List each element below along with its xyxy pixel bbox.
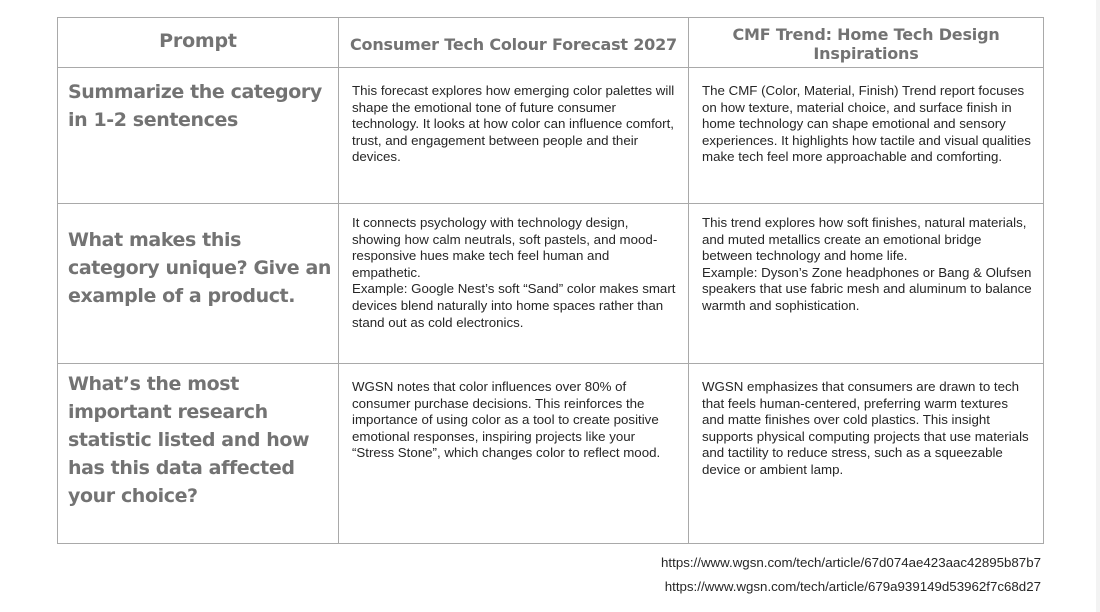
- cell-forecast-statistic: WGSN notes that color influences over 80…: [338, 363, 689, 544]
- table-row: What makes this category unique? Give an…: [57, 203, 1044, 364]
- header-prompt: Prompt: [57, 17, 339, 68]
- cell-text: It connects psychology with technology d…: [352, 215, 658, 280]
- source-links: https://www.wgsn.com/tech/article/67d074…: [661, 551, 1041, 599]
- cell-cmf-summary: The CMF (Color, Material, Finish) Trend …: [688, 67, 1044, 204]
- source-link-cmf[interactable]: https://www.wgsn.com/tech/article/679a93…: [664, 579, 1041, 594]
- prompt-unique: What makes this category unique? Give an…: [57, 203, 339, 364]
- comparison-table: Prompt Consumer Tech Colour Forecast 202…: [57, 17, 1044, 544]
- cell-example-text: Example: Google Nest’s soft “Sand” color…: [352, 281, 676, 330]
- cell-cmf-statistic: WGSN emphasizes that consumers are drawn…: [688, 363, 1044, 544]
- cell-text: This forecast explores how emerging colo…: [352, 83, 675, 165]
- cell-text: WGSN emphasizes that consumers are drawn…: [702, 379, 1029, 477]
- prompt-statistic: What’s the most important research stati…: [57, 363, 339, 544]
- cell-example-text: Example: Dyson’s Zone headphones or Bang…: [702, 264, 1032, 313]
- cell-forecast-unique: It connects psychology with technology d…: [338, 203, 689, 364]
- table-row: What’s the most important research stati…: [57, 363, 1044, 544]
- cell-text: This trend explores how soft finishes, n…: [702, 215, 1027, 264]
- page-edge-strip: [1096, 0, 1100, 612]
- cell-cmf-unique: This trend explores how soft finishes, n…: [688, 203, 1044, 364]
- prompt-summarize: Summarize the category in 1-2 sentences: [57, 67, 339, 204]
- table-row: Summarize the category in 1-2 sentences …: [57, 67, 1044, 204]
- header-cmf-trend: CMF Trend: Home Tech Design Inspirations: [688, 17, 1044, 68]
- cell-text: WGSN notes that color influences over 80…: [352, 379, 661, 461]
- source-link-forecast[interactable]: https://www.wgsn.com/tech/article/67d074…: [661, 555, 1041, 570]
- header-consumer-tech-colour-forecast: Consumer Tech Colour Forecast 2027: [338, 17, 689, 68]
- cell-forecast-summary: This forecast explores how emerging colo…: [338, 67, 689, 204]
- cell-text: The CMF (Color, Material, Finish) Trend …: [702, 83, 1031, 165]
- table-header-row: Prompt Consumer Tech Colour Forecast 202…: [57, 17, 1044, 68]
